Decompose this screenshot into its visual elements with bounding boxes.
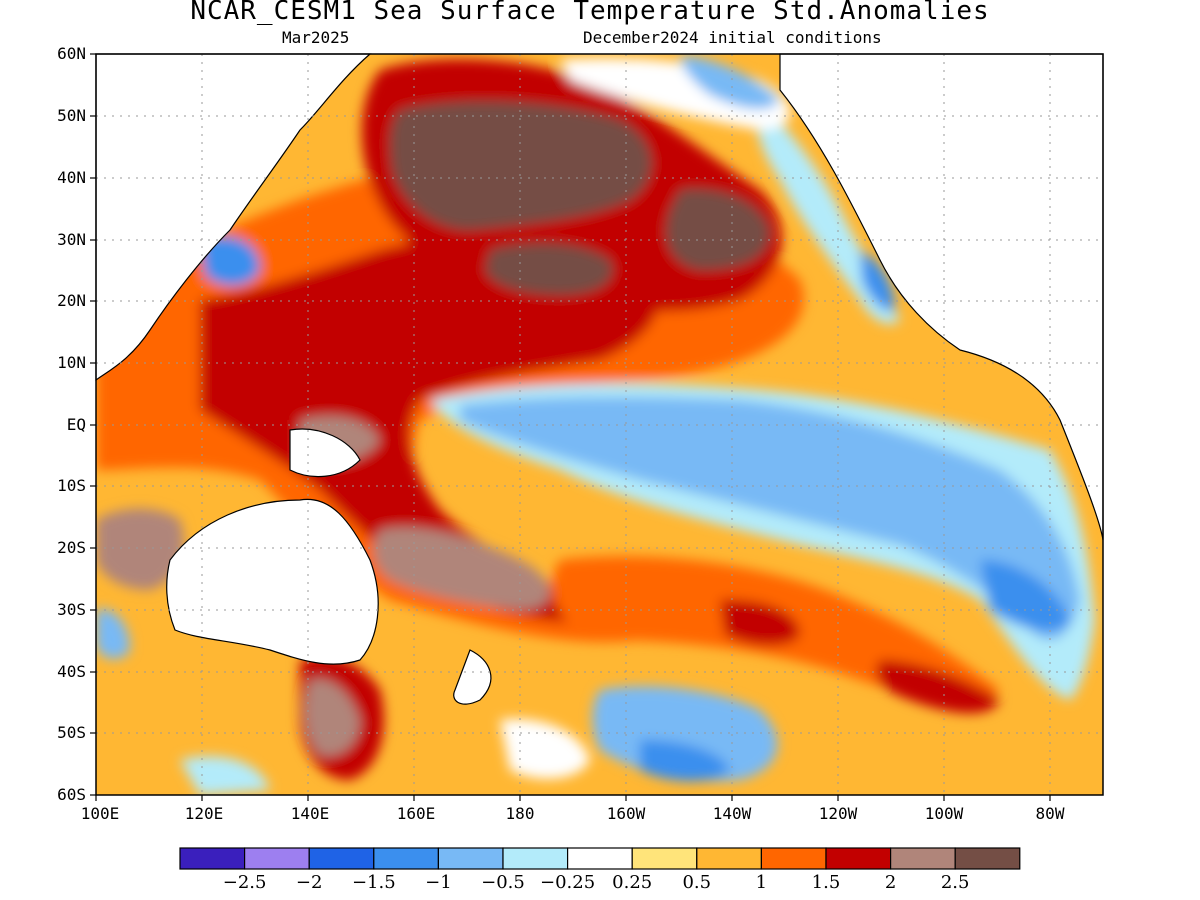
lat-label: 60S (57, 785, 86, 804)
initial-conditions: December2024 initial conditions (583, 28, 882, 47)
colorbar-label: 1 (755, 872, 768, 893)
colorbar-label: −0.25 (540, 872, 596, 893)
lat-label: 40S (57, 662, 86, 681)
colorbar-swatch (889, 847, 956, 870)
colorbar-label: 0.5 (682, 872, 712, 893)
lon-label: 120W (818, 804, 858, 823)
colorbar-swatch (631, 847, 698, 870)
colorbar-label: −1.5 (351, 872, 396, 893)
lat-label: 50S (57, 723, 86, 742)
lon-label: 140W (712, 804, 752, 823)
colorbar-swatch (437, 847, 504, 870)
lon-label: 160E (396, 804, 436, 823)
lat-label: 40N (57, 168, 86, 187)
forecast-month: Mar2025 (282, 28, 350, 47)
colorbar-label: 2 (884, 872, 897, 893)
lon-label: 100W (924, 804, 964, 823)
lon-label: 140E (290, 804, 330, 823)
lon-label: 120E (184, 804, 224, 823)
landmass (95, 53, 1104, 705)
colorbar-swatch (373, 847, 439, 870)
chart-title: NCAR_CESM1 Sea Surface Temperature Std.A… (190, 0, 990, 26)
lat-label: 10N (57, 353, 86, 372)
australia (166, 498, 379, 665)
colorbar-label: 2.5 (940, 872, 970, 893)
lat-label: 30N (57, 230, 86, 249)
colorbar-swatch (954, 847, 1021, 870)
colorbar-label: −1 (425, 872, 452, 893)
colorbar-label: 1.5 (811, 872, 841, 893)
lat-label: 10S (57, 476, 86, 495)
lon-label: 100E (80, 804, 120, 823)
colorbar-swatch (696, 847, 762, 870)
axis-ticks (90, 53, 1051, 801)
lon-label: 180 (505, 804, 535, 823)
asia (95, 53, 372, 382)
lat-label: 30S (57, 600, 86, 619)
colorbar-swatch (825, 847, 892, 870)
gridlines (96, 54, 1103, 795)
colorbar-swatch (179, 847, 246, 870)
lat-label: EQ (66, 415, 86, 434)
colorbar-swatch (244, 847, 310, 870)
lat-label: 50N (57, 106, 86, 125)
new-zealand (453, 649, 492, 705)
americas (779, 53, 1104, 541)
lat-label: 20S (57, 538, 86, 557)
new-guinea (289, 428, 361, 478)
lat-label: 60N (57, 44, 86, 63)
colorbar-label: −0.5 (481, 872, 525, 893)
lat-label: 20N (57, 291, 86, 310)
colorbar-label: 0.25 (612, 872, 653, 893)
colorbar-swatch (566, 847, 633, 870)
colorbar (179, 847, 1021, 870)
lon-label: 160W (606, 804, 646, 823)
colorbar-swatch (502, 847, 569, 870)
colorbar-label: −2.5 (222, 872, 267, 893)
colorbar-swatch (308, 847, 375, 870)
colorbar-swatch (760, 847, 827, 870)
lon-label: 80W (1035, 804, 1065, 823)
colorbar-label: −2 (295, 872, 323, 893)
